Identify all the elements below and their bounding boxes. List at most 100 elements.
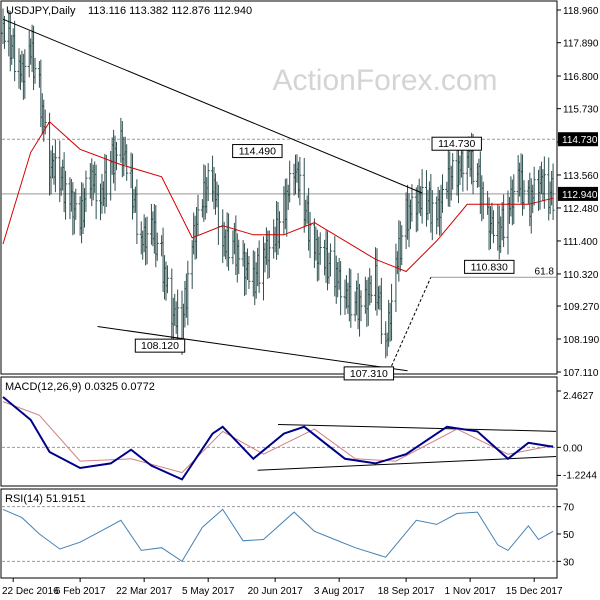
price-trendline-1 <box>97 325 408 372</box>
price-annotation-box <box>431 136 482 151</box>
ohlc-bar <box>64 170 68 220</box>
price-annotation-label: 114.490 <box>239 146 276 158</box>
price-axis-label: 109.270 <box>563 302 600 313</box>
ohlc-bar <box>196 194 200 236</box>
rsi-axis-label: 30 <box>563 557 575 568</box>
ohlc-bar <box>308 211 312 259</box>
ohlc-bar <box>410 184 414 222</box>
price-annotation-label: 114.730 <box>438 138 475 150</box>
ohlc-bar <box>440 174 444 213</box>
date-axis-label: 6 Feb 2017 <box>55 586 106 597</box>
ohlc-bar <box>33 57 37 84</box>
rsi-axis-label: 70 <box>563 503 575 514</box>
price-annotation-label: 107.310 <box>350 368 388 380</box>
price-axis-label: 118.960 <box>563 6 599 17</box>
rsi-panel-title: RSI(14) 51.9151 <box>5 493 86 505</box>
ohlc-bar <box>502 194 506 248</box>
ohlc-bar <box>237 239 241 275</box>
ohlc-bar <box>339 261 343 316</box>
ohlc-bar <box>551 163 555 221</box>
ohlc-bar <box>13 20 17 82</box>
ohlc-bar <box>104 154 108 207</box>
rsi-panel <box>0 488 558 579</box>
ohlc-bar <box>247 255 251 289</box>
price-badge <box>558 186 598 201</box>
ohlc-bar <box>2 15 6 49</box>
macd-line <box>2 396 554 481</box>
ohlc-bar <box>206 163 210 201</box>
ohlc-bar <box>288 160 292 203</box>
date-axis-label: 22 Dec 2016 <box>2 586 59 597</box>
ohlc-bar <box>369 275 373 303</box>
moving-average-line <box>2 121 554 273</box>
price-annotation-label: 110.830 <box>471 261 508 273</box>
ohlc-bar <box>420 169 424 224</box>
price-axis-label: 107.110 <box>563 368 599 379</box>
price-plot: 61.8 108.120 114.490 107.310 114.730 110.830 <box>1 8 556 381</box>
price-trendline-0 <box>2 18 423 194</box>
ohlc-bar <box>176 289 180 342</box>
price-trendline-2 <box>391 277 432 367</box>
ohlc-bar <box>145 216 149 265</box>
ohlc-bar <box>400 225 404 266</box>
date-axis-label: 3 Aug 2017 <box>314 586 365 597</box>
ohlc-bar <box>278 211 281 249</box>
ohlc-bar <box>43 109 47 135</box>
ohlc-bar <box>430 190 434 241</box>
ohlc-bar <box>512 174 516 225</box>
ohlc-bar <box>115 141 119 171</box>
price-annotation-box <box>232 144 283 159</box>
price-axis-label: 113.560 <box>563 171 599 182</box>
date-axis-label: 22 Mar 2017 <box>116 586 173 597</box>
price-annotation-box <box>464 259 515 274</box>
ohlc-bar <box>267 230 271 278</box>
macd-axis-label: -1.2244 <box>563 470 597 481</box>
macd-axis-label: 2.4627 <box>563 391 594 402</box>
price-badge <box>558 132 598 147</box>
price-axis-label: 108.190 <box>563 335 600 346</box>
price-panel-title: USDJPY,Daily <box>6 5 76 17</box>
price-axis-label: 116.800 <box>563 72 599 83</box>
price-axis-label: 111.400 <box>563 237 598 248</box>
ohlc-bar <box>186 260 190 326</box>
macd-trendline-1 <box>257 456 557 471</box>
ohlc-bar <box>298 156 302 206</box>
ohlc-bar <box>74 188 78 220</box>
ohlc-bar <box>135 179 139 245</box>
price-axis-label: 117.890 <box>563 39 599 50</box>
date-axis-label: 5 May 2017 <box>182 586 235 597</box>
rsi-plot <box>2 506 556 563</box>
ohlc-bar <box>125 144 129 181</box>
price-badge-label: 114.730 <box>562 135 598 146</box>
ohlc-bar <box>23 49 27 99</box>
rsi-axis-label: 50 <box>563 530 575 541</box>
ohlc-bar <box>257 240 261 293</box>
price-badge-label: 112.940 <box>562 190 598 201</box>
ohlc-bar <box>491 210 495 244</box>
ohlc-bar <box>227 213 231 271</box>
price-panel <box>0 0 558 375</box>
price-axis-label: 112.480 <box>563 204 599 215</box>
macd-axis-label: 0.00 <box>563 443 583 454</box>
ohlc-bar <box>461 143 465 192</box>
ohlc-bar <box>165 265 169 294</box>
ohlc-bar <box>94 164 98 220</box>
price-axis-label: 115.730 <box>563 105 599 116</box>
ohlc-bar <box>53 139 57 193</box>
price-annotation-label: 108.120 <box>141 340 179 352</box>
axes: 118.960117.890116.800115.730114.640113.5… <box>2 6 600 597</box>
macd-panel <box>0 376 558 487</box>
ohlc-bar <box>359 290 363 322</box>
price-annotation-box <box>134 338 186 353</box>
ohlc-bar <box>379 277 383 344</box>
ohlc-bar <box>155 232 159 261</box>
macd-trendline-0 <box>278 423 557 432</box>
rsi-line <box>2 508 554 563</box>
ohlc-bar <box>451 153 455 190</box>
date-axis-label: 18 Sep 2017 <box>378 586 435 597</box>
ohlc-bar <box>328 243 332 277</box>
fib-level-label: 61.8 <box>535 266 555 277</box>
price-annotation-box <box>343 366 395 381</box>
watermark: ActionForex.com <box>272 64 497 97</box>
